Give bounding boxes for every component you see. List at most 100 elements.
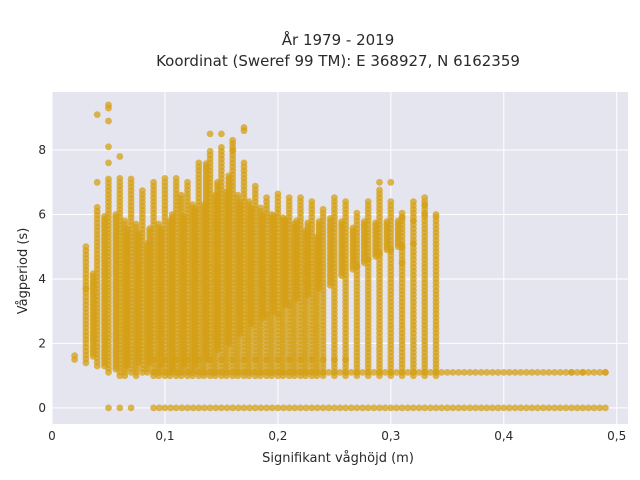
data-point (449, 369, 457, 376)
data-point (93, 178, 101, 186)
data-point (370, 404, 378, 412)
data-point (398, 259, 406, 267)
data-point (240, 369, 248, 376)
data-point (523, 369, 530, 376)
data-point (195, 369, 203, 376)
data-point (285, 301, 293, 309)
data-point (246, 369, 254, 376)
data-point (383, 218, 391, 226)
data-point (364, 256, 372, 263)
data-point (212, 369, 220, 376)
data-point (427, 369, 434, 376)
data-point (590, 404, 598, 412)
x-tick-label: 0,4 (494, 429, 513, 443)
data-point (240, 159, 248, 167)
data-point (263, 311, 270, 318)
y-tick-label: 2 (38, 336, 46, 350)
data-point (180, 213, 188, 220)
data-point (410, 198, 417, 206)
data-point (184, 404, 191, 412)
data-point (161, 404, 169, 412)
y-tick-label: 0 (38, 401, 46, 415)
data-point (172, 404, 180, 412)
data-point (127, 175, 135, 183)
data-point (494, 369, 502, 376)
data-point (218, 144, 225, 151)
x-axis-label: Signifikant våghöjd (m) (262, 451, 414, 466)
data-point (602, 369, 609, 376)
data-point (338, 218, 346, 226)
data-point (331, 404, 338, 412)
x-tick-label: 0,3 (381, 429, 400, 443)
data-point (101, 213, 108, 220)
data-point (212, 404, 220, 412)
data-point (398, 214, 406, 222)
data-point (327, 215, 334, 222)
data-point (168, 211, 176, 218)
data-point (240, 356, 248, 363)
data-point (251, 369, 259, 376)
data-point (206, 356, 214, 363)
data-point (201, 369, 208, 376)
data-point (517, 369, 525, 376)
data-point (539, 369, 547, 376)
data-point (82, 285, 90, 292)
data-point (240, 404, 248, 412)
data-point (285, 369, 293, 376)
data-point (353, 262, 361, 270)
data-point (353, 369, 361, 376)
data-point (585, 369, 592, 376)
data-point (568, 404, 575, 412)
data-point (189, 369, 197, 376)
data-point (285, 404, 293, 412)
data-point (172, 356, 180, 363)
data-point (116, 153, 124, 160)
data-point (364, 369, 372, 376)
data-point (218, 356, 225, 363)
data-point (105, 404, 112, 412)
data-point (421, 194, 429, 202)
data-point (393, 369, 400, 376)
data-point (483, 369, 491, 376)
data-point (184, 369, 191, 376)
data-point (506, 369, 513, 376)
data-point (387, 198, 395, 206)
data-point (545, 369, 553, 376)
data-point (195, 356, 203, 363)
data-point (568, 369, 575, 376)
data-point (443, 404, 451, 412)
data-point (236, 198, 244, 206)
data-point (410, 404, 417, 412)
data-point (270, 212, 278, 220)
data-point (387, 246, 395, 254)
data-point (274, 369, 282, 376)
data-point (280, 404, 287, 412)
data-point (291, 369, 299, 376)
data-point (161, 369, 169, 376)
data-point (551, 369, 558, 376)
data-point (274, 311, 282, 318)
data-point (319, 356, 327, 363)
data-point (556, 369, 564, 376)
data-point (302, 404, 310, 412)
data-point (247, 204, 255, 212)
data-point (195, 159, 203, 167)
data-point (534, 404, 541, 412)
data-point (342, 404, 349, 412)
data-point (376, 404, 383, 412)
data-point (189, 404, 197, 412)
data-point (184, 356, 191, 363)
data-point (297, 404, 304, 412)
data-point (336, 369, 344, 376)
chart-title-line1: År 1979 - 2019 (282, 30, 395, 49)
data-point (293, 217, 300, 225)
data-point (347, 404, 355, 412)
data-point (206, 147, 214, 155)
data-point (285, 356, 293, 363)
data-point (372, 219, 379, 227)
data-point (342, 369, 349, 376)
data-point (89, 270, 97, 278)
data-point (376, 186, 383, 194)
x-tick-label: 0,1 (155, 429, 174, 443)
data-point (257, 404, 265, 412)
